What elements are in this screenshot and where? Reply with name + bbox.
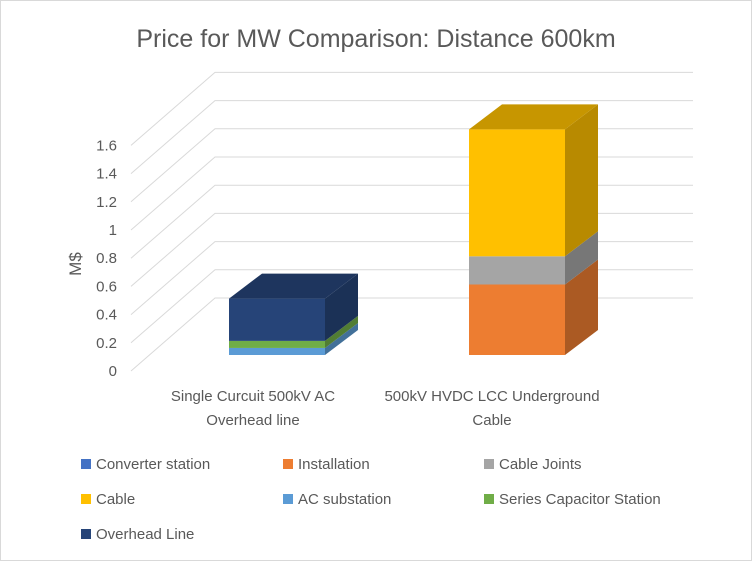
y-axis-label: M$ (66, 252, 85, 276)
bar-segment-side (325, 322, 358, 355)
gridline (130, 269, 693, 344)
bars (229, 104, 598, 355)
y-tick-label: 0.8 (96, 250, 117, 267)
chart-title: Price for MW Comparison: Distance 600km (136, 25, 615, 53)
bar-segment-side (565, 259, 598, 355)
y-tick-label: 1.6 (96, 137, 117, 154)
bar-segment-side (565, 231, 598, 285)
bar-segment (229, 340, 325, 348)
legend-label: Cable (96, 491, 135, 508)
legend-label: Installation (298, 456, 370, 473)
legend-swatch (283, 459, 293, 469)
y-tick-label: 0 (109, 363, 117, 380)
gridline (130, 128, 693, 203)
gridline (130, 71, 693, 146)
y-axis-ticks: 0 0.2 0.4 0.6 0.8 1 1.2 1.4 1.6 (96, 137, 117, 380)
bar-stack (469, 104, 598, 355)
bar-segment-top (469, 104, 598, 130)
gridline (130, 156, 693, 231)
bar-stack (229, 273, 358, 355)
category-labels: Single Curcuit 500kV AC Overhead line 500k… (171, 388, 600, 429)
category-label: Single Curcuit 500kV AC (171, 388, 335, 405)
y-tick-label: 1.2 (96, 194, 117, 211)
gridline (130, 297, 693, 372)
gridlines (130, 71, 693, 372)
bar-segment-side (325, 273, 358, 341)
bar-segment (229, 298, 325, 341)
category-label: Cable (472, 412, 511, 429)
y-tick-label: 0.2 (96, 335, 117, 352)
category-label: 500kV HVDC LCC Underground (384, 388, 599, 405)
bar-segment-top (229, 273, 358, 299)
legend-label: Overhead Line (96, 526, 194, 543)
legend-swatch (484, 459, 494, 469)
gridline (130, 212, 693, 287)
bar-segment (469, 129, 565, 257)
legend-swatch (81, 459, 91, 469)
y-tick-label: 0.6 (96, 278, 117, 295)
legend-swatch (484, 494, 494, 504)
bar-segment (469, 256, 565, 285)
legend-swatch (81, 529, 91, 539)
legend-swatch (283, 494, 293, 504)
legend-label: Series Capacitor Station (499, 491, 661, 508)
legend-label: Converter station (96, 456, 210, 473)
bar-segment (229, 347, 325, 355)
gridline (130, 184, 693, 259)
y-tick-label: 1.4 (96, 166, 117, 183)
category-label: Overhead line (206, 412, 299, 429)
bar-segment (469, 284, 565, 355)
legend-label: Cable Joints (499, 456, 582, 473)
gridline (130, 241, 693, 315)
bar-segment-side (565, 104, 598, 257)
legend-swatch (81, 494, 91, 504)
bar-segment-side (325, 315, 358, 348)
legend: Converter station Installation Cable Joint… (81, 456, 661, 543)
legend-label: AC substation (298, 491, 391, 508)
y-tick-label: 0.4 (96, 307, 117, 324)
y-tick-label: 1 (109, 222, 117, 239)
gridline (130, 100, 693, 174)
